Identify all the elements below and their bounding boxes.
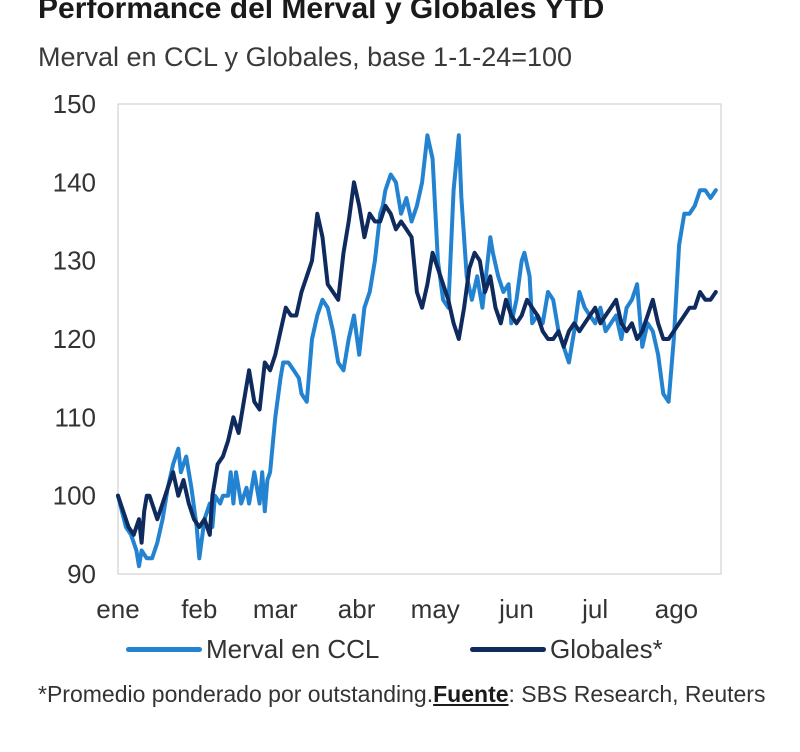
series-lines [116,133,718,569]
footnote-source-label: Fuente [433,681,509,707]
legend-label-globales: Globales* [550,634,663,664]
legend-item-globales: Globales* [470,634,663,665]
chart-area: 90 100 110 120 130 140 150 ene feb mar abr may jun j… [53,89,722,624]
y-tick-label-90: 90 [67,559,96,589]
y-tick-label-110: 110 [55,402,96,432]
x-tick-label-abr: abr [338,594,376,624]
legend: Merval en CCL Globales* [0,634,800,670]
x-tick-label-ago: ago [655,594,698,624]
footnote: *Promedio ponderado por outstanding.Fuen… [38,676,788,712]
chart-title: Performance del Merval y Globales YTD [38,0,605,25]
x-tick-label-jun: jun [498,594,534,624]
chart-subtitle: Merval en CCL y Globales, base 1-1-24=10… [38,42,573,72]
y-tick-label-130: 130 [53,246,96,276]
y-axis: 90 100 110 120 130 140 150 [53,89,96,589]
y-tick-label-120: 120 [53,324,96,354]
x-axis: ene feb mar abr may jun jul ago [96,594,698,624]
y-tick-label-100: 100 [53,481,96,511]
x-tick-label-ene: ene [96,594,139,624]
legend-label-merval: Merval en CCL [206,634,380,664]
legend-item-merval: Merval en CCL [126,634,379,665]
plot-frame [117,103,722,575]
y-tick-label-150: 150 [53,89,96,119]
footnote-source-text: : SBS Research, Reuters [508,681,766,707]
y-tick-label-140: 140 [53,167,96,197]
footnote-text: *Promedio ponderado por outstanding. [38,681,434,707]
legend-swatch-merval [126,647,202,652]
x-tick-label-feb: feb [181,594,217,624]
x-tick-label-jul: jul [581,594,608,624]
x-tick-label-may: may [411,594,460,624]
series-line-globales [116,180,718,545]
x-tick-label-mar: mar [253,594,298,624]
legend-swatch-globales [470,647,546,652]
series-line-merval [116,133,718,569]
